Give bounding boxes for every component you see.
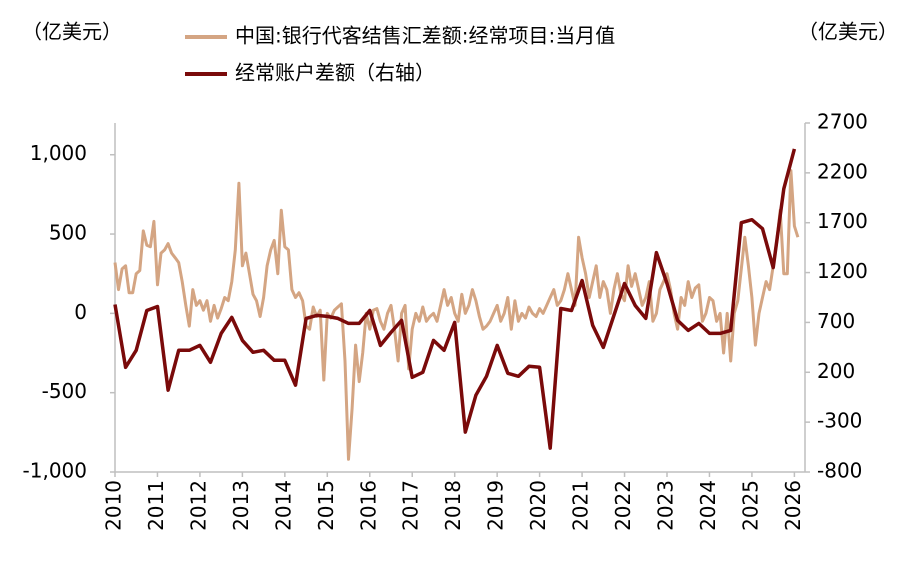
x-tick-label: 2011 (144, 480, 168, 531)
legend-label: 经常账户差额（右轴） (235, 61, 435, 85)
legend-label: 中国:银行代客结售汇差额:经常项目:当月值 (235, 24, 615, 48)
y-tick-label: -500 (42, 379, 87, 403)
y2-tick-label: 200 (817, 359, 855, 383)
y2-axis-label: （亿美元） (798, 20, 898, 44)
x-tick-label: 2016 (356, 480, 380, 531)
x-tick-label: 2010 (102, 480, 126, 531)
y2-tick-label: 2200 (817, 159, 868, 183)
x-tick-label: 2018 (441, 480, 465, 531)
x-tick-label: 2013 (229, 480, 253, 531)
y-tick-label: -1,000 (23, 459, 87, 483)
x-tick-label: 2017 (399, 480, 423, 531)
x-tick-label: 2020 (526, 480, 550, 531)
y-tick-label: 500 (49, 221, 87, 245)
x-tick-label: 2026 (781, 480, 805, 531)
x-tick-label: 2012 (186, 480, 210, 531)
x-tick-label: 2022 (611, 480, 635, 531)
x-tick-label: 2024 (696, 480, 720, 531)
y-tick-label: 1,000 (30, 141, 87, 165)
data-line (113, 148, 797, 450)
y2-tick-label: -800 (817, 459, 862, 483)
y2-tick-label: -300 (817, 409, 862, 433)
y2-tick-label: 1700 (817, 209, 868, 233)
y2-tick-label: 1200 (817, 259, 868, 283)
x-tick-label: 2014 (271, 480, 295, 531)
y2-tick-label: 700 (817, 309, 855, 333)
x-tick-label: 2021 (569, 480, 593, 531)
x-tick-label: 2015 (314, 480, 338, 531)
x-tick-label: 2023 (654, 480, 678, 531)
x-tick-label: 2019 (484, 480, 508, 531)
y2-tick-label: 2700 (817, 110, 868, 134)
y-axis-label: （亿美元） (22, 20, 122, 44)
data-line (113, 169, 800, 461)
y-tick-label: 0 (74, 300, 87, 324)
x-tick-label: 2025 (738, 480, 762, 531)
